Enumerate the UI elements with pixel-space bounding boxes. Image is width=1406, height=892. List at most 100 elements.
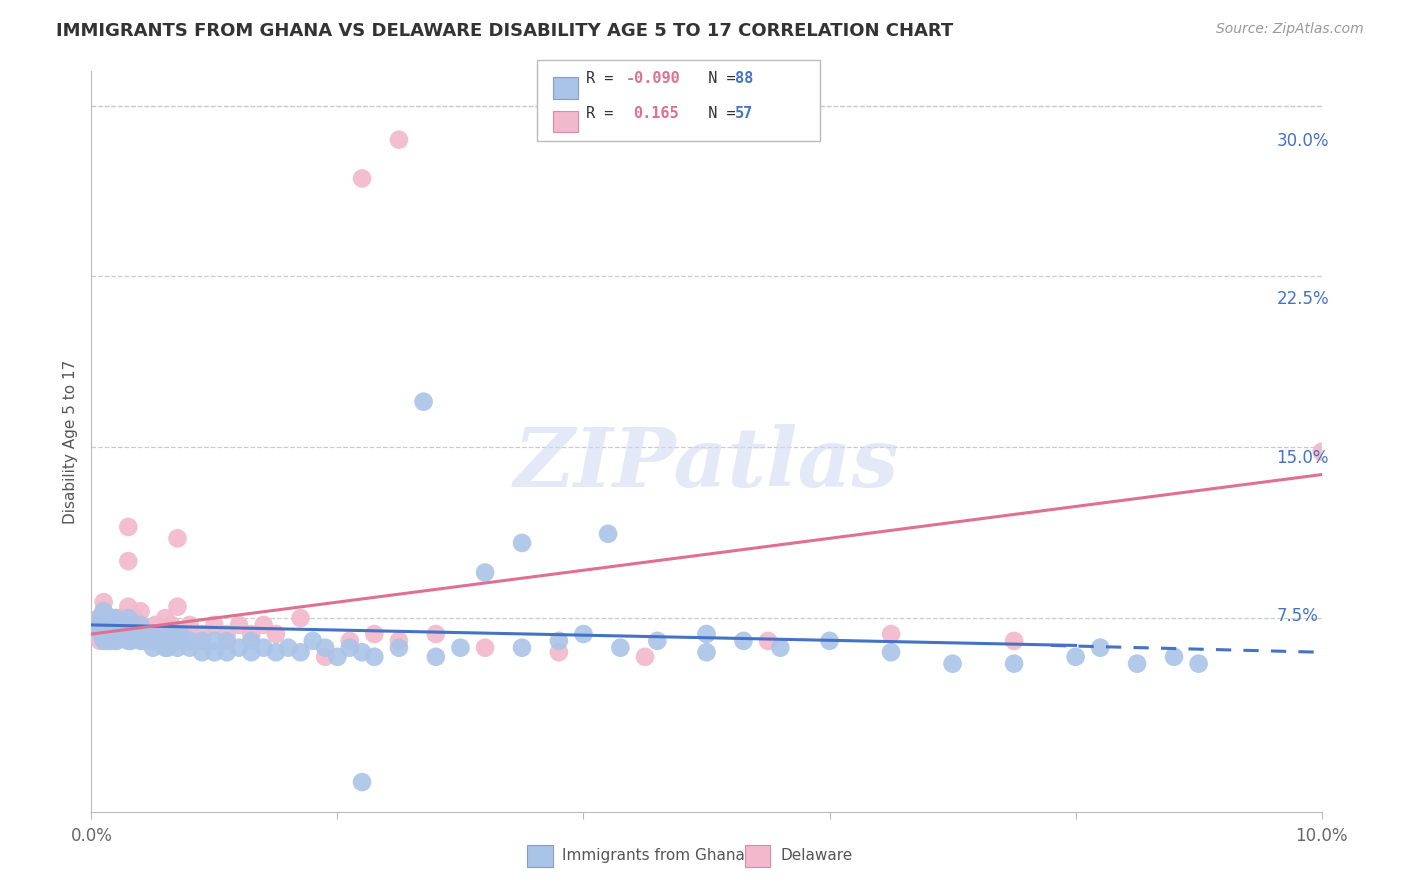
Point	[231, 628, 253, 642]
Point	[873, 622, 896, 636]
Point	[240, 533, 263, 548]
Point	[710, 622, 733, 636]
Point	[186, 614, 209, 628]
Point	[981, 628, 1004, 642]
Point	[176, 614, 198, 628]
Point	[174, 614, 197, 628]
Point	[274, 628, 297, 642]
Text: R =: R =	[586, 106, 631, 121]
Point	[176, 617, 198, 632]
Point	[1123, 643, 1146, 657]
Point	[360, 628, 382, 642]
Point	[202, 622, 225, 636]
Point	[818, 628, 841, 642]
Point	[579, 639, 602, 653]
Point	[208, 614, 231, 628]
Point	[1091, 649, 1114, 664]
Point	[263, 622, 285, 636]
Point	[240, 628, 263, 642]
Text: 0.165: 0.165	[633, 106, 678, 121]
Point	[655, 643, 678, 657]
Point	[219, 622, 242, 636]
Point	[177, 614, 200, 628]
Point	[1254, 453, 1277, 467]
Point	[219, 622, 242, 636]
Point	[177, 622, 200, 636]
Point	[188, 614, 211, 628]
Point	[775, 634, 797, 648]
Point	[197, 614, 219, 628]
Point	[339, 634, 361, 648]
Point	[252, 634, 274, 648]
Point	[382, 643, 405, 657]
Point	[633, 634, 655, 648]
Point	[513, 565, 536, 579]
Point	[263, 639, 285, 653]
Text: -0.090: -0.090	[626, 70, 681, 86]
Point	[710, 639, 733, 653]
Point	[318, 634, 340, 648]
Point	[546, 634, 568, 648]
Point	[307, 622, 329, 636]
Point	[231, 634, 253, 648]
Point	[240, 634, 263, 648]
Point	[231, 622, 253, 636]
Point	[200, 622, 222, 636]
Point	[328, 639, 350, 653]
Point	[981, 649, 1004, 664]
Point	[197, 554, 219, 568]
Point	[252, 614, 274, 628]
Y-axis label: Disability Age 5 to 17: Disability Age 5 to 17	[62, 368, 77, 533]
Point	[307, 639, 329, 653]
Point	[186, 628, 209, 642]
Point	[169, 622, 191, 636]
Point	[1036, 643, 1059, 657]
Point	[246, 622, 269, 636]
Point	[405, 759, 427, 773]
Text: 88: 88	[735, 70, 754, 86]
Point	[1144, 649, 1167, 664]
Point	[186, 622, 209, 636]
Point	[415, 622, 437, 636]
Point	[172, 628, 194, 642]
Point	[405, 639, 427, 653]
Point	[172, 614, 194, 628]
Text: N =: N =	[690, 70, 745, 86]
Point	[181, 614, 204, 628]
Point	[172, 607, 194, 622]
Point	[235, 614, 257, 628]
Point	[181, 628, 204, 642]
Point	[188, 622, 211, 636]
Point	[873, 639, 896, 653]
Point	[415, 643, 437, 657]
Point	[742, 628, 765, 642]
Point	[191, 607, 214, 622]
Point	[179, 614, 201, 628]
Point	[263, 628, 285, 642]
Text: N =: N =	[690, 106, 745, 121]
Point	[186, 607, 209, 622]
Point	[666, 628, 689, 642]
Point	[219, 628, 242, 642]
Text: 57: 57	[735, 106, 754, 121]
Point	[219, 634, 242, 648]
Point	[170, 617, 193, 632]
Point	[231, 622, 253, 636]
Point	[176, 614, 198, 628]
Point	[176, 628, 198, 642]
Point	[284, 639, 307, 653]
Point	[181, 622, 204, 636]
Point	[394, 634, 416, 648]
Point	[763, 628, 786, 642]
Text: ZIPatlas: ZIPatlas	[527, 431, 914, 511]
Point	[600, 622, 623, 636]
Point	[350, 639, 373, 653]
Point	[243, 622, 266, 636]
Point	[318, 614, 340, 628]
Point	[274, 614, 297, 628]
Point	[179, 628, 201, 642]
Point	[546, 537, 568, 551]
Text: Delaware: Delaware	[780, 848, 852, 863]
Text: R =: R =	[586, 70, 623, 86]
Point	[176, 607, 198, 622]
